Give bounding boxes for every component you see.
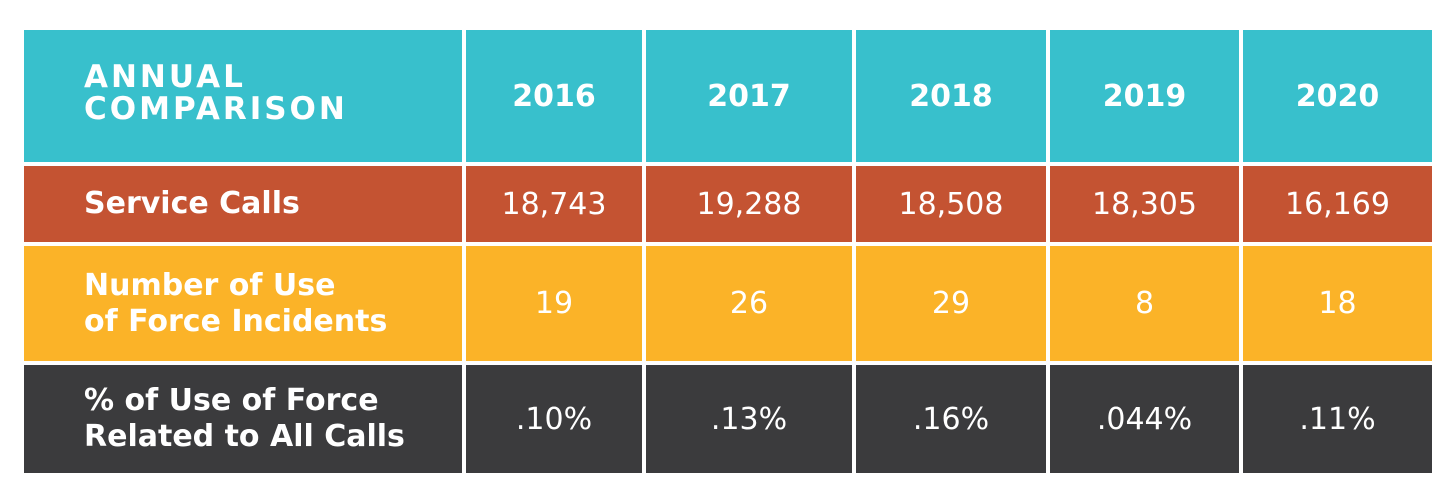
table-cell: 16,169 bbox=[1243, 166, 1432, 242]
row-label: % of Use of Force Related to All Calls bbox=[84, 383, 405, 454]
year-label: 2018 bbox=[909, 78, 993, 114]
cell-value: 19,288 bbox=[696, 186, 802, 222]
cell-value: .16% bbox=[912, 401, 990, 437]
year-header-2016: 2016 bbox=[466, 30, 642, 162]
cell-value: .11% bbox=[1299, 401, 1376, 437]
table-cell: .044% bbox=[1050, 365, 1239, 473]
year-label: 2019 bbox=[1102, 78, 1187, 114]
cell-value: 16,169 bbox=[1285, 186, 1390, 222]
table-title-cell: ANNUAL COMPARISON bbox=[24, 30, 462, 162]
row-label-use-of-force-incidents: Number of Use of Force Incidents bbox=[24, 246, 462, 361]
cell-value: 8 bbox=[1134, 286, 1155, 321]
cell-value: 19 bbox=[534, 286, 574, 321]
table-cell: .10% bbox=[466, 365, 642, 473]
cell-value: .044% bbox=[1096, 401, 1193, 437]
cell-value: .13% bbox=[710, 401, 788, 437]
year-header-2020: 2020 bbox=[1243, 30, 1432, 162]
table-cell: 18 bbox=[1243, 246, 1432, 361]
year-header-2019: 2019 bbox=[1050, 30, 1239, 162]
row-label: Number of Use of Force Incidents bbox=[84, 267, 388, 339]
table-cell: .16% bbox=[856, 365, 1046, 473]
row-label: Service Calls bbox=[84, 186, 300, 221]
table-cell: 29 bbox=[856, 246, 1046, 361]
annual-comparison-table: ANNUAL COMPARISON 2016 2017 2018 2019 20… bbox=[24, 30, 1432, 473]
table-cell: 8 bbox=[1050, 246, 1239, 361]
table-cell: 18,305 bbox=[1050, 166, 1239, 242]
table-cell: .13% bbox=[646, 365, 852, 473]
table-cell: .11% bbox=[1243, 365, 1432, 473]
table-title: ANNUAL COMPARISON bbox=[84, 59, 348, 127]
cell-value: 29 bbox=[931, 286, 971, 321]
cell-value: 26 bbox=[729, 286, 769, 321]
row-label-percent-use-of-force: % of Use of Force Related to All Calls bbox=[24, 365, 462, 473]
table-cell: 26 bbox=[646, 246, 852, 361]
cell-value: 18,508 bbox=[898, 186, 1004, 222]
table-cell: 19 bbox=[466, 246, 642, 361]
table-cell: 18,743 bbox=[466, 166, 642, 242]
year-label: 2017 bbox=[707, 78, 791, 114]
year-header-2017: 2017 bbox=[646, 30, 852, 162]
cell-value: 18 bbox=[1318, 286, 1357, 321]
year-label: 2020 bbox=[1295, 78, 1380, 114]
year-label: 2016 bbox=[512, 78, 596, 114]
table-cell: 19,288 bbox=[646, 166, 852, 242]
table-cell: 18,508 bbox=[856, 166, 1046, 242]
year-header-2018: 2018 bbox=[856, 30, 1046, 162]
row-label-service-calls: Service Calls bbox=[24, 166, 462, 242]
cell-value: .10% bbox=[515, 401, 593, 437]
cell-value: 18,743 bbox=[501, 186, 607, 222]
cell-value: 18,305 bbox=[1092, 186, 1197, 222]
